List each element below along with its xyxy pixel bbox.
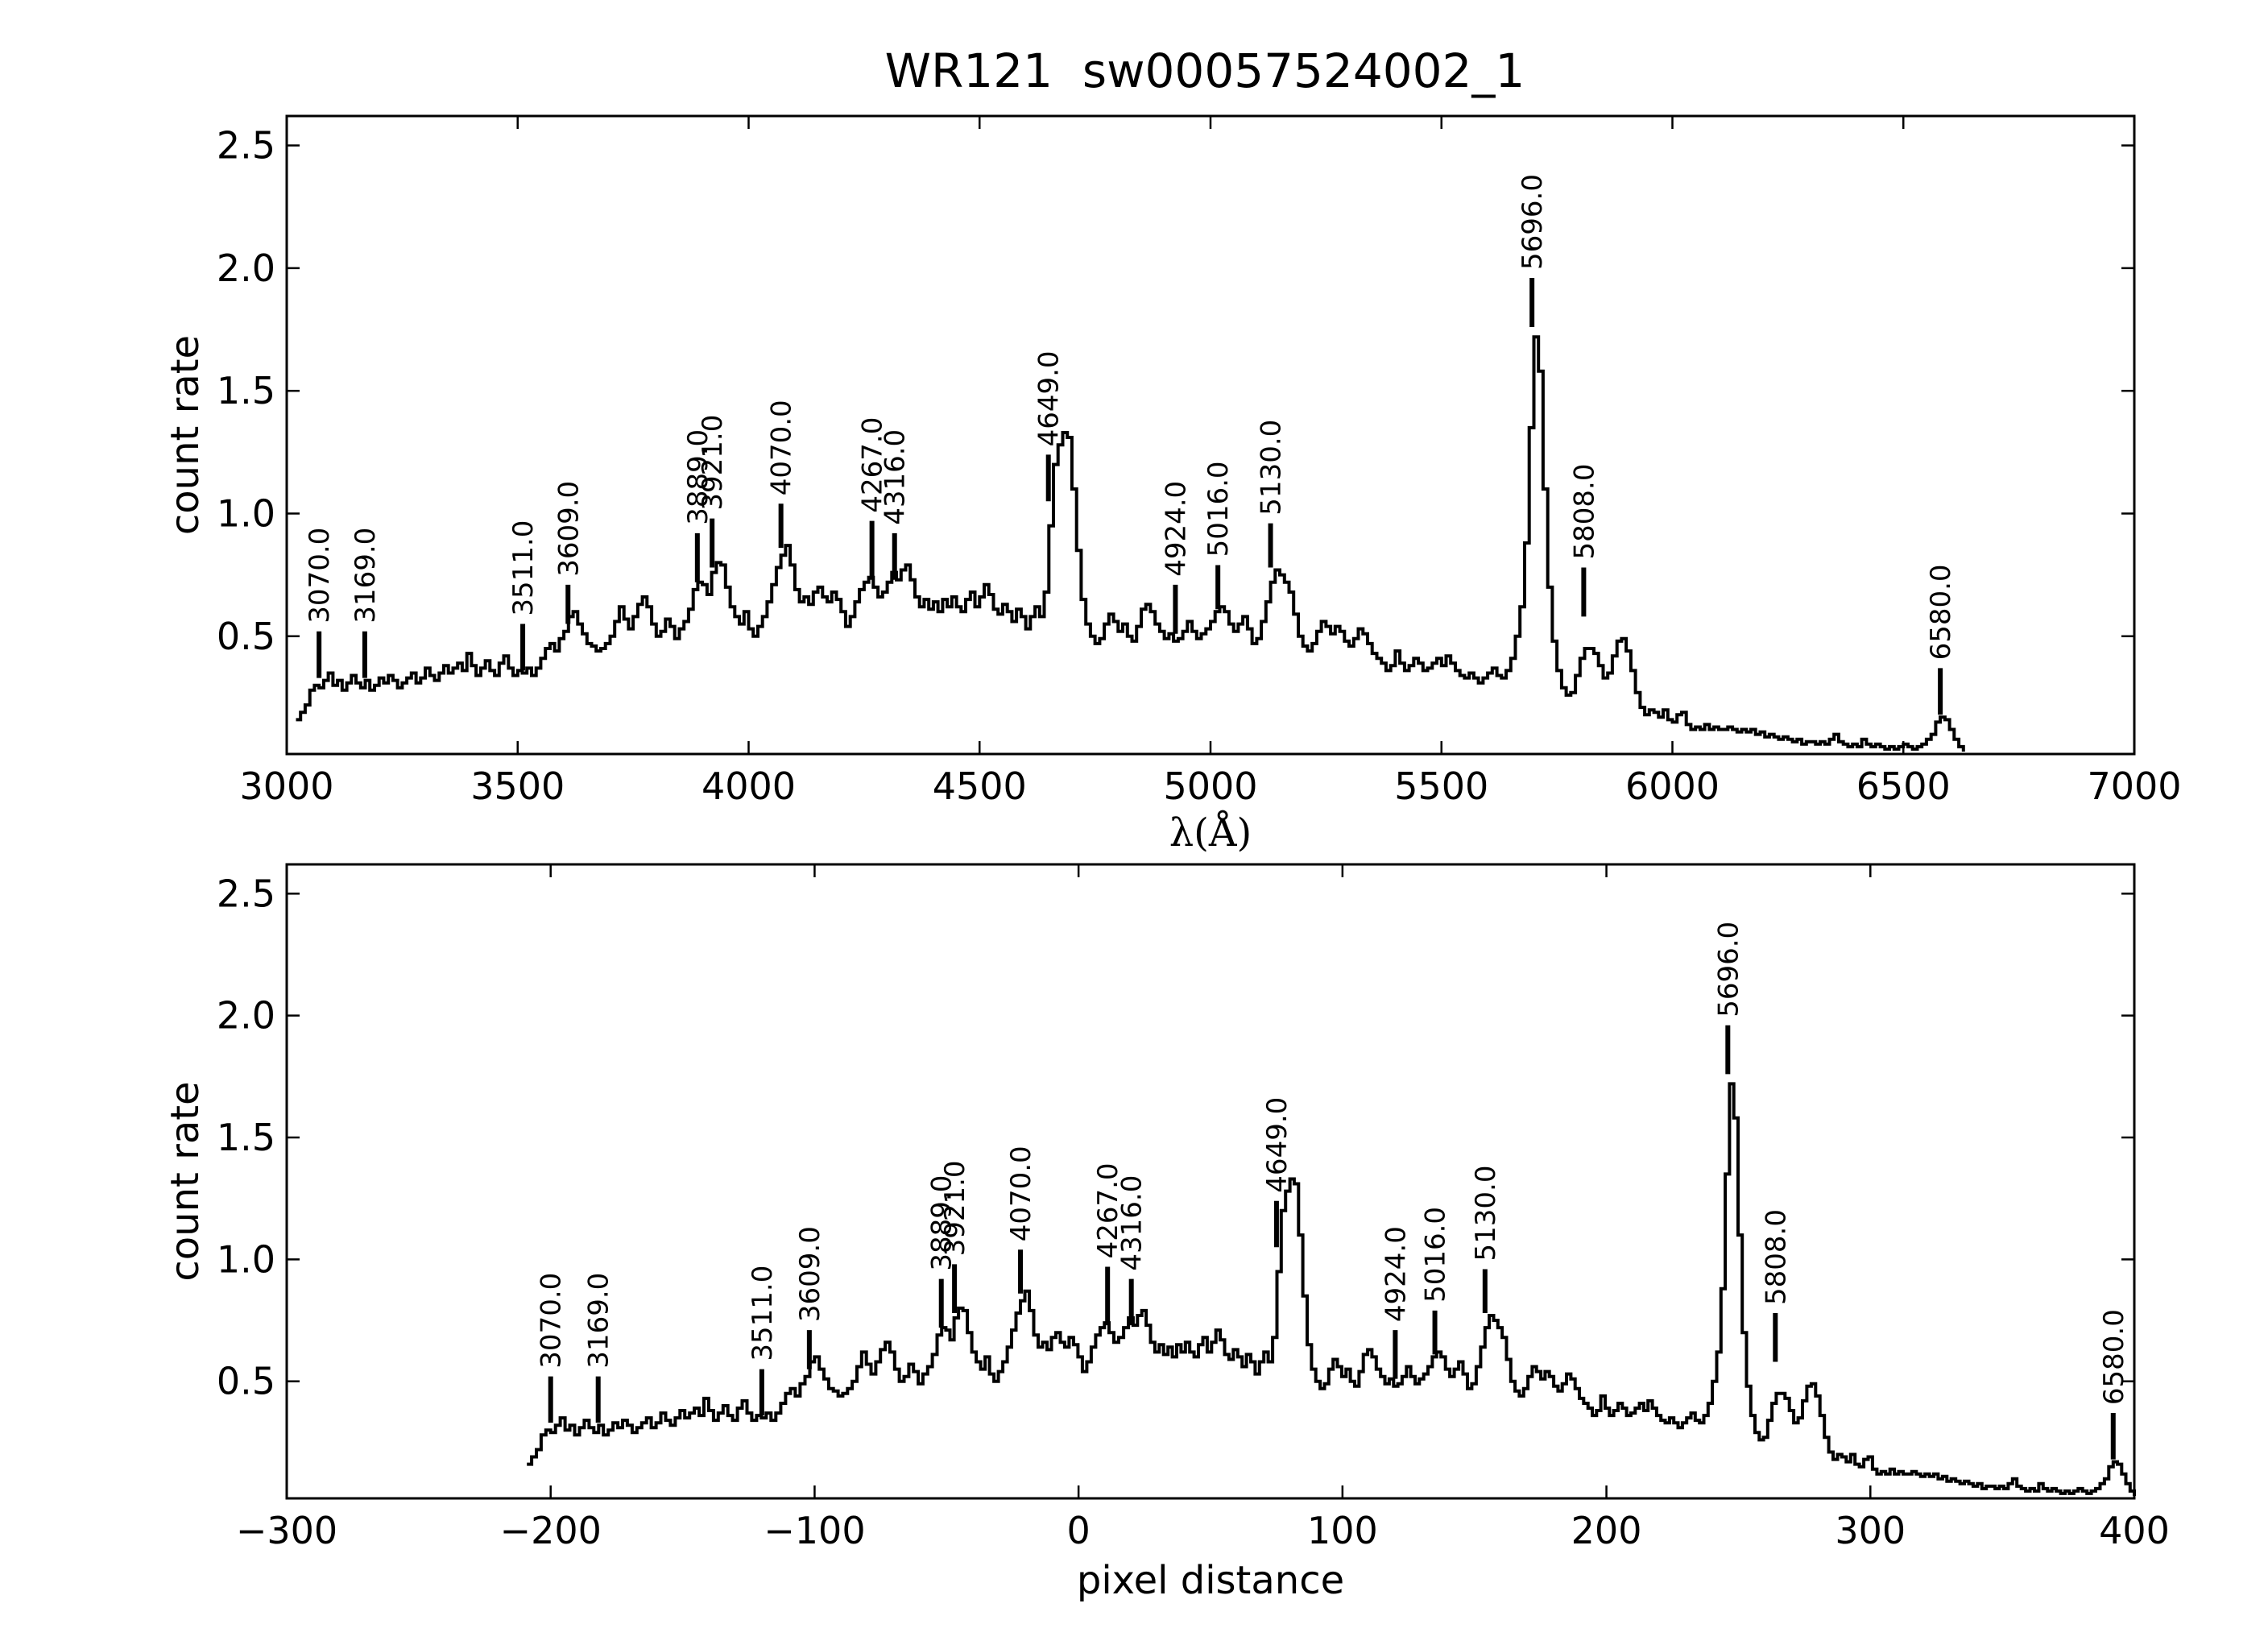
line-marker-label: 5808.0 xyxy=(1568,464,1600,560)
line-marker-label: 4649.0 xyxy=(1261,1097,1293,1193)
line-marker-label: 3169.0 xyxy=(350,528,382,624)
spectrum-series xyxy=(296,335,1965,752)
y-tick-label: 1.0 xyxy=(217,1237,275,1281)
line-marker-label: 4070.0 xyxy=(1005,1146,1037,1241)
line-marker-label: 3889.0 xyxy=(926,1175,958,1271)
y-tick-label: 0.5 xyxy=(217,615,275,658)
x-tick-label: 200 xyxy=(1571,1509,1642,1552)
y-tick-label: 1.5 xyxy=(217,369,275,412)
line-marker-label: 3511.0 xyxy=(507,520,540,616)
y-tick-label: 2.0 xyxy=(217,247,275,290)
x-tick-label: 4000 xyxy=(702,764,796,808)
line-marker-label: 6580.0 xyxy=(1925,564,1957,660)
line-marker-label: 3921.0 xyxy=(939,1160,971,1256)
line-marker-label: 5016.0 xyxy=(1420,1207,1452,1303)
y-tick-label: 0.5 xyxy=(217,1360,275,1403)
x-tick-label: 5000 xyxy=(1163,764,1257,808)
x-tick-label: −100 xyxy=(764,1509,865,1552)
x-tick-label: 6500 xyxy=(1856,764,1951,808)
y-tick-label: 1.0 xyxy=(217,491,275,535)
y-tick-label: 2.0 xyxy=(217,994,275,1038)
line-marker-label: 4649.0 xyxy=(1033,350,1066,446)
line-marker-label: 3609.0 xyxy=(553,481,585,577)
x-tick-label: 4500 xyxy=(933,764,1027,808)
line-marker-label: 5808.0 xyxy=(1760,1209,1792,1305)
line-marker-label: 3511.0 xyxy=(747,1266,779,1361)
x-tick-label: 6000 xyxy=(1625,764,1720,808)
x-tick-label: 7000 xyxy=(2087,764,2181,808)
chart-title: WR121 sw00057524002_1 xyxy=(885,44,1525,98)
y-axis-label: count rate xyxy=(163,335,208,535)
x-tick-label: −300 xyxy=(236,1509,337,1552)
spectrum-series xyxy=(527,1082,2136,1496)
line-marker-label: 5016.0 xyxy=(1202,461,1235,557)
line-marker-label: 5130.0 xyxy=(1256,420,1288,516)
line-marker-label: 4924.0 xyxy=(1160,481,1192,577)
line-marker-label: 4267.0 xyxy=(1092,1162,1124,1258)
line-marker-label: 3889.0 xyxy=(682,429,714,525)
line-marker-label: 3921.0 xyxy=(697,415,729,511)
line-marker-label: 5696.0 xyxy=(1712,922,1744,1017)
x-tick-label: 300 xyxy=(1835,1509,1906,1552)
x-tick-label: −200 xyxy=(500,1509,602,1552)
line-marker-label: 3609.0 xyxy=(794,1226,826,1322)
line-marker-label: 4070.0 xyxy=(766,400,798,495)
line-marker-label: 3070.0 xyxy=(304,528,336,624)
wavelength-panel: 3000 3500 4000 4500 5000 5500 6000 6500 7000 0.5 1… xyxy=(163,114,2182,856)
line-marker-label: 3070.0 xyxy=(536,1273,568,1369)
x-tick-label: 0 xyxy=(1067,1509,1091,1552)
line-marker-label: 3169.0 xyxy=(583,1273,615,1369)
x-tick-label: 3000 xyxy=(239,764,333,808)
line-marker-label: 5130.0 xyxy=(1470,1166,1502,1262)
x-tick-label: 5500 xyxy=(1394,764,1488,808)
y-tick-label: 2.5 xyxy=(217,872,275,915)
x-axis-label: pixel distance xyxy=(1077,1558,1344,1603)
plot-frame xyxy=(285,863,2136,1500)
line-marker-label: 4924.0 xyxy=(1380,1226,1412,1322)
y-axis-label: count rate xyxy=(163,1081,208,1281)
x-tick-label: 3500 xyxy=(470,764,565,808)
line-marker-label: 4267.0 xyxy=(857,417,889,513)
line-marker-label: 5696.0 xyxy=(1517,174,1549,270)
y-tick-label: 1.5 xyxy=(217,1116,275,1159)
y-tick-label: 2.5 xyxy=(217,124,275,168)
line-marker-label: 6580.0 xyxy=(2098,1309,2130,1405)
line-marker-label: 4316.0 xyxy=(1116,1175,1148,1271)
plot-frame xyxy=(285,114,2136,756)
x-axis-label: λ(Å) xyxy=(1169,810,1252,856)
x-tick-label: 400 xyxy=(2099,1509,2170,1552)
x-tick-label: 100 xyxy=(1307,1509,1378,1552)
line-marker-label: 4316.0 xyxy=(879,429,912,525)
pixel-distance-panel: −300 −200 −100 0 100 200 300 400 0.5 1.0 1.5 2.0 2.5… xyxy=(163,863,2170,1603)
